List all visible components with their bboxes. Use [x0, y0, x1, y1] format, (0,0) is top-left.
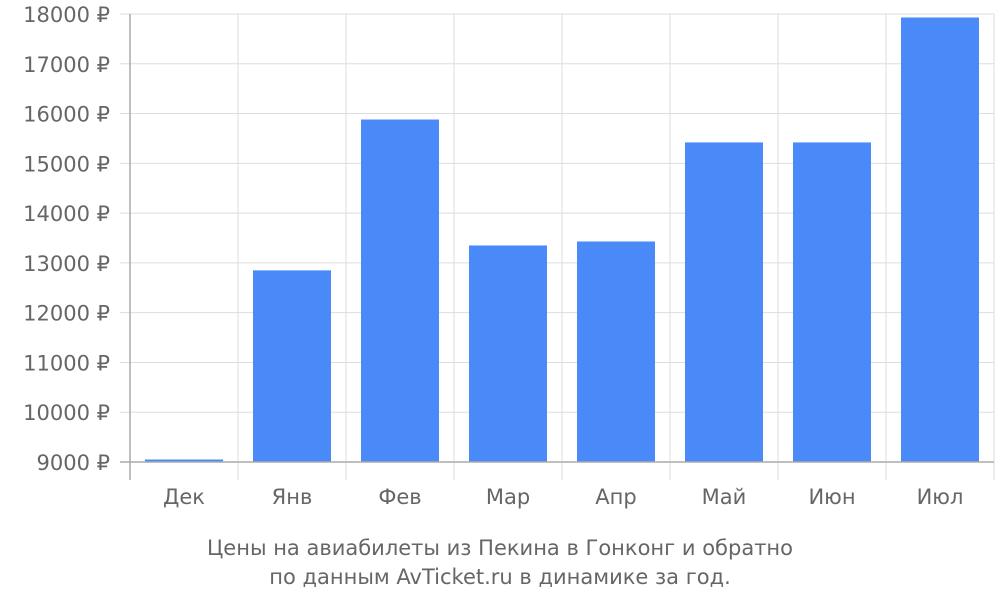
x-tick-label: Янв [272, 485, 313, 509]
bar [793, 142, 871, 462]
y-tick-label: 9000 ₽ [37, 451, 110, 475]
y-tick-labels: 9000 ₽ 10000 ₽ 11000 ₽ 12000 ₽ 13000 ₽ 14000 … [23, 3, 110, 475]
y-tick-label: 14000 ₽ [23, 202, 110, 226]
x-tick-labels: Дек Янв Фев Мар Апр Май Июн Июл [163, 485, 963, 509]
y-tick-label: 13000 ₽ [23, 252, 110, 276]
bar [469, 245, 547, 462]
bar [685, 142, 763, 462]
axes [120, 14, 994, 480]
x-tick-label: Июл [917, 485, 964, 509]
bar [577, 241, 655, 462]
bar [901, 17, 979, 463]
bar [361, 119, 439, 462]
chart-caption-line-2: по данным AvTicket.ru в динамике за год. [269, 565, 731, 589]
x-tick-label: Июн [808, 485, 855, 509]
x-tick-label: Дек [163, 485, 205, 509]
y-tick-label: 17000 ₽ [23, 53, 110, 77]
y-tick-label: 12000 ₽ [23, 302, 110, 326]
x-tick-label: Май [702, 485, 747, 509]
y-tick-label: 15000 ₽ [23, 152, 110, 176]
x-tick-label: Фев [378, 485, 421, 509]
y-tick-label: 18000 ₽ [23, 3, 110, 27]
chart-caption-line-1: Цены на авиабилеты из Пекина в Гонконг и… [207, 536, 793, 560]
bar [145, 459, 223, 462]
y-tick-label: 11000 ₽ [23, 351, 110, 375]
bar [253, 270, 331, 462]
x-tick-label: Апр [595, 485, 636, 509]
y-tick-label: 10000 ₽ [23, 401, 110, 425]
x-tick-label: Мар [486, 485, 530, 509]
bars [145, 17, 979, 463]
y-tick-label: 16000 ₽ [23, 103, 110, 127]
